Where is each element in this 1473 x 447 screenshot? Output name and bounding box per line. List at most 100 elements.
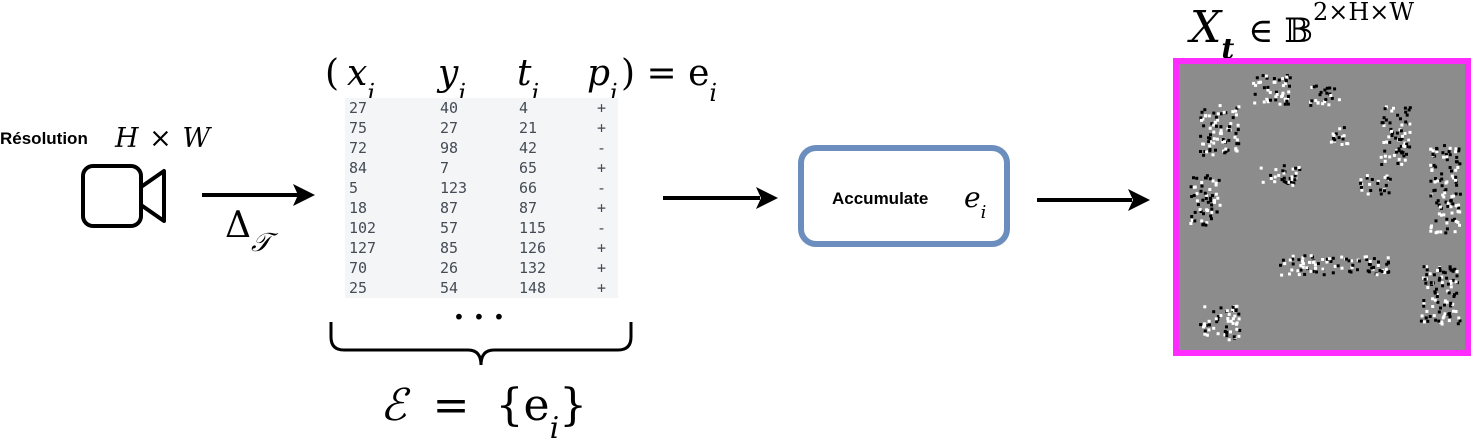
event-pixel	[1237, 142, 1241, 146]
event-pixel	[1437, 310, 1441, 314]
event-pixel	[1458, 162, 1462, 166]
event-pixel	[1296, 269, 1300, 273]
tuple-p: pi	[587, 53, 618, 108]
event-pixel	[1294, 176, 1298, 180]
event-pixel	[1333, 264, 1337, 268]
event-pixel	[1401, 134, 1404, 138]
event-pixel	[1253, 92, 1257, 96]
event-pixel	[1262, 86, 1266, 90]
event-pixel	[1386, 256, 1390, 260]
event-pixel	[1314, 84, 1318, 88]
event-row: 75 27 21 +	[345, 118, 618, 138]
event-pixel	[1390, 109, 1394, 113]
event-pixel	[1454, 192, 1458, 196]
event-pixel	[1291, 183, 1295, 187]
event-pixel	[1291, 262, 1295, 266]
event-pixel	[1341, 137, 1345, 141]
event-pixel	[1273, 80, 1277, 84]
event-pixel	[1293, 178, 1297, 182]
event-pixel	[1378, 269, 1382, 272]
event-pixel	[1332, 134, 1336, 137]
event-pixel	[1285, 74, 1289, 77]
event-pixel	[1207, 319, 1211, 323]
event-pixel	[1438, 276, 1442, 280]
event-pixel	[1383, 149, 1387, 153]
event-pixel	[1448, 267, 1452, 271]
event-pixel	[1203, 324, 1207, 328]
event-cell: 84	[349, 159, 368, 177]
event-pixel	[1397, 149, 1401, 153]
event-pixel	[1440, 281, 1444, 285]
event-pixel	[1301, 256, 1305, 260]
event-pixel	[1208, 137, 1212, 140]
event-pixel	[1397, 157, 1401, 161]
event-pixel	[1303, 272, 1307, 276]
event-pixel	[1447, 150, 1451, 154]
event-pixel	[1444, 153, 1448, 157]
event-pixel	[1445, 276, 1449, 280]
event-pixel	[1200, 219, 1204, 223]
event-pixel	[1448, 281, 1452, 285]
event-pixel	[1333, 138, 1337, 142]
event-cell: 98	[440, 139, 459, 157]
event-pixel	[1367, 270, 1371, 274]
event-pixel	[1199, 210, 1203, 213]
event-pixel	[1445, 158, 1449, 162]
event-pixel	[1214, 124, 1218, 128]
event-pixel	[1202, 212, 1205, 216]
event-pixel	[1214, 181, 1218, 185]
event-pixel	[1449, 285, 1453, 289]
event-pixel	[1382, 116, 1386, 120]
event-pixel	[1383, 270, 1386, 274]
event-cell: +	[597, 239, 607, 257]
event-pixel	[1440, 184, 1444, 188]
event-pixel	[1433, 291, 1437, 295]
event-cell: 87	[440, 199, 459, 217]
event-pixel	[1266, 88, 1270, 92]
event-pixel	[1216, 112, 1220, 116]
event-pixel	[1454, 178, 1457, 182]
event-pixel	[1314, 266, 1317, 270]
event-pixel	[1285, 99, 1289, 103]
event-pixel	[1202, 153, 1206, 157]
event-pixel	[1454, 168, 1458, 172]
event-pixel	[1214, 317, 1218, 321]
event-pixel	[1202, 142, 1205, 146]
event-pixel	[1443, 189, 1447, 193]
event-pixel	[1433, 180, 1437, 184]
event-pixel	[1283, 262, 1287, 266]
event-pixel	[1235, 304, 1239, 308]
event-pixel	[1327, 103, 1331, 107]
event-pixel	[1205, 150, 1209, 154]
event-pixel	[1452, 295, 1456, 298]
event-pixel	[1219, 306, 1223, 310]
event-pixel	[1449, 280, 1453, 283]
event-pixel	[1216, 315, 1220, 319]
event-pixel	[1231, 317, 1235, 321]
event-pixel	[1456, 220, 1460, 224]
event-pixel	[1277, 173, 1281, 177]
event-pixel	[1443, 144, 1446, 148]
event-pixel	[1204, 223, 1208, 227]
transform-label: Δ𝒯	[225, 205, 271, 259]
event-pixel	[1229, 122, 1233, 126]
event-pixel	[1448, 153, 1452, 157]
event-pixel	[1226, 317, 1230, 320]
event-pixel	[1367, 262, 1371, 266]
event-pixel	[1291, 257, 1295, 261]
event-pixel	[1388, 177, 1392, 181]
event-pixel	[1392, 153, 1396, 157]
event-pixel	[1435, 287, 1438, 291]
event-pixel	[1193, 219, 1197, 223]
event-pixel	[1262, 100, 1266, 104]
event-pixel	[1419, 319, 1423, 323]
event-pixel	[1297, 273, 1301, 277]
event-pixel	[1386, 140, 1390, 144]
event-pixel	[1347, 259, 1351, 263]
event-pixel	[1325, 91, 1329, 95]
event-pixel	[1286, 97, 1289, 101]
event-pixel	[1207, 140, 1211, 144]
event-pixel	[1454, 147, 1458, 151]
event-pixel	[1442, 195, 1446, 199]
event-pixel	[1324, 98, 1328, 101]
